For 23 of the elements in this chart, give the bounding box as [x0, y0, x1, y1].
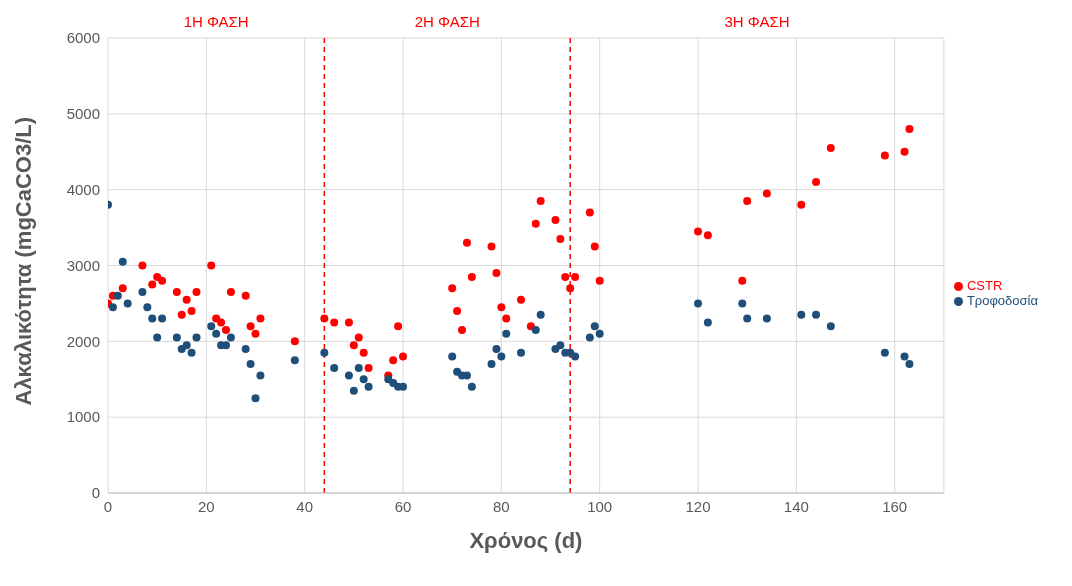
x-tick-label: 140 — [783, 497, 809, 515]
y-tick-label: 1000 — [66, 408, 100, 426]
text: 1Η ΦΑΣΗ — [183, 12, 249, 30]
x-tick-label: 100 — [587, 497, 613, 515]
legend-label: CSTR — [966, 278, 1003, 293]
y-tick-label: 4000 — [66, 180, 100, 198]
x-tick-label: 120 — [685, 497, 711, 515]
y-tick-label: 3000 — [66, 256, 100, 274]
text: 2Η ΦΑΣΗ — [414, 12, 480, 30]
x-tick-label: 0 — [103, 497, 113, 515]
y-tick-label: 2000 — [66, 332, 100, 350]
y-tick-label: 0 — [91, 484, 100, 502]
x-tick-label: 160 — [882, 497, 908, 515]
text: 3Η ΦΑΣΗ — [724, 12, 790, 30]
y-tick-label: 5000 — [66, 105, 100, 123]
y-axis-title: Αλκαλικότητα (mgCaCO3/L) — [10, 116, 36, 406]
x-tick-label: 20 — [197, 497, 215, 515]
legend-label: Τροφοδοσία — [966, 293, 1038, 308]
y-tick-label: 6000 — [66, 29, 100, 47]
x-tick-label: 40 — [296, 497, 314, 515]
x-tick-label: 60 — [394, 497, 412, 515]
x-axis-title: Χρόνος (d) — [469, 528, 583, 553]
x-tick-label: 80 — [493, 497, 510, 515]
